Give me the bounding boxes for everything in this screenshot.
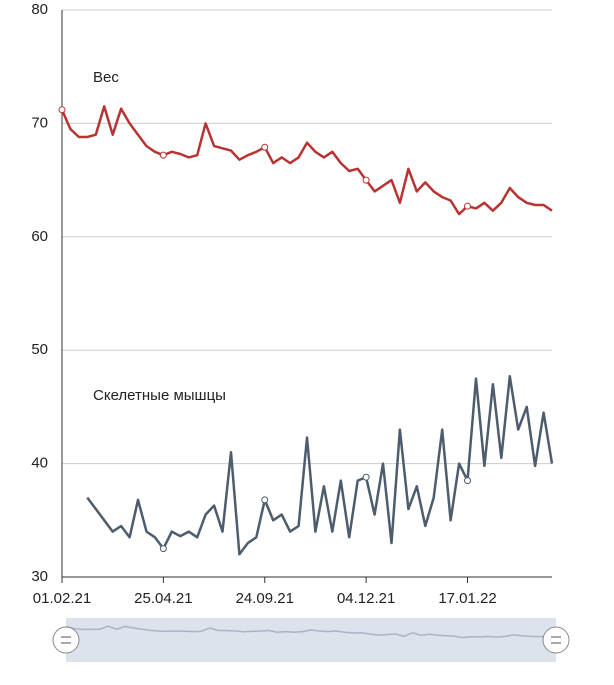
point-marker	[58, 106, 66, 114]
x-tick-label: 01.02.21	[33, 590, 91, 607]
y-tick-label: 40	[31, 455, 48, 472]
series-label: Вес	[93, 69, 119, 86]
navigator[interactable]	[66, 618, 556, 662]
y-tick-label: 60	[31, 228, 48, 245]
point-marker	[464, 202, 472, 210]
x-tick-label: 17.01.22	[438, 590, 496, 607]
navigator-handle-right[interactable]	[542, 626, 570, 654]
point-marker	[362, 473, 370, 481]
x-tick-label: 25.04.21	[134, 590, 192, 607]
point-marker	[362, 176, 370, 184]
point-marker	[261, 496, 269, 504]
y-tick-label: 50	[31, 341, 48, 358]
x-tick-label: 24.09.21	[236, 590, 294, 607]
navigator-line	[65, 625, 557, 639]
series-line	[60, 105, 553, 216]
point-marker	[159, 151, 167, 159]
navigator-handle-left[interactable]	[52, 626, 80, 654]
point-marker	[159, 545, 167, 553]
y-tick-label: 80	[31, 1, 48, 18]
point-marker	[464, 477, 472, 485]
y-tick-label: 70	[31, 114, 48, 131]
point-marker	[261, 143, 269, 151]
y-tick-label: 30	[31, 568, 48, 585]
x-tick-label: 04.12.21	[337, 590, 395, 607]
series-label: Скелетные мышцы	[93, 387, 226, 404]
